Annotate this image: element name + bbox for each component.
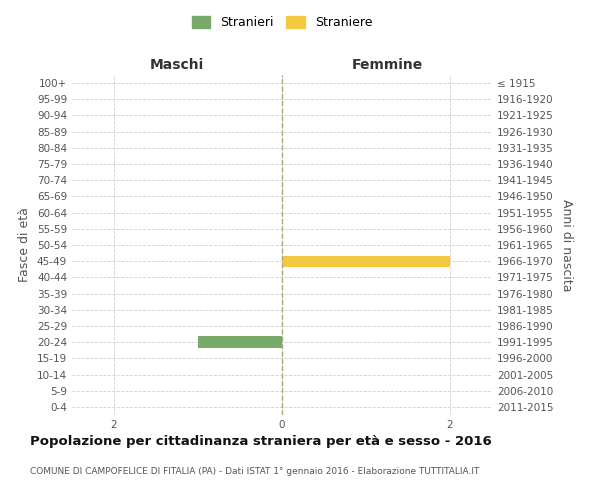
Text: Maschi: Maschi (150, 58, 204, 72)
Text: COMUNE DI CAMPOFELICE DI FITALIA (PA) - Dati ISTAT 1° gennaio 2016 - Elaborazion: COMUNE DI CAMPOFELICE DI FITALIA (PA) - … (30, 468, 479, 476)
Text: Femmine: Femmine (352, 58, 422, 72)
Y-axis label: Fasce di età: Fasce di età (19, 208, 31, 282)
Legend: Stranieri, Straniere: Stranieri, Straniere (187, 11, 377, 34)
Y-axis label: Anni di nascita: Anni di nascita (560, 198, 573, 291)
Text: Popolazione per cittadinanza straniera per età e sesso - 2016: Popolazione per cittadinanza straniera p… (30, 435, 492, 448)
Bar (198, 336, 282, 348)
Bar (282, 256, 450, 267)
